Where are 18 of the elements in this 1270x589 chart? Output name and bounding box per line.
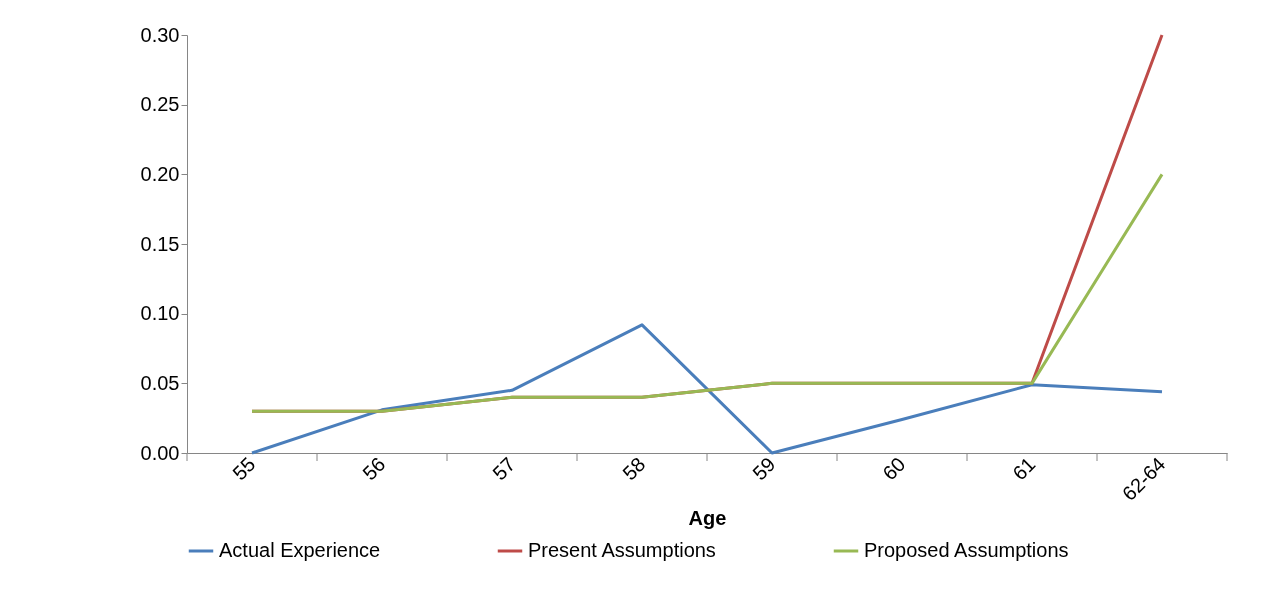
legend-label: Present Assumptions: [528, 539, 716, 561]
y-tick-label: 0.10: [140, 302, 180, 325]
x-tick-label: 59: [748, 453, 780, 485]
x-axis-title: Age: [688, 506, 727, 529]
x-tick-label: 57: [488, 453, 520, 485]
x-tick-label: 61: [1008, 453, 1040, 485]
y-tick-label: 0.25: [140, 93, 180, 116]
y-tick-label: 0.00: [140, 441, 180, 464]
y-tick-label: 0.05: [140, 371, 180, 394]
x-tick-label: 55: [228, 453, 260, 485]
legend-label: Proposed Assumptions: [864, 539, 1069, 561]
legend-label: Actual Experience: [219, 539, 381, 561]
x-tick-label: 60: [878, 453, 910, 485]
y-tick-label: 0.15: [140, 232, 180, 255]
x-tick-label: 58: [618, 453, 650, 485]
y-tick-label: 0.20: [140, 162, 180, 185]
y-tick-label: 0.30: [140, 23, 180, 46]
x-tick-label: 56: [358, 453, 390, 485]
